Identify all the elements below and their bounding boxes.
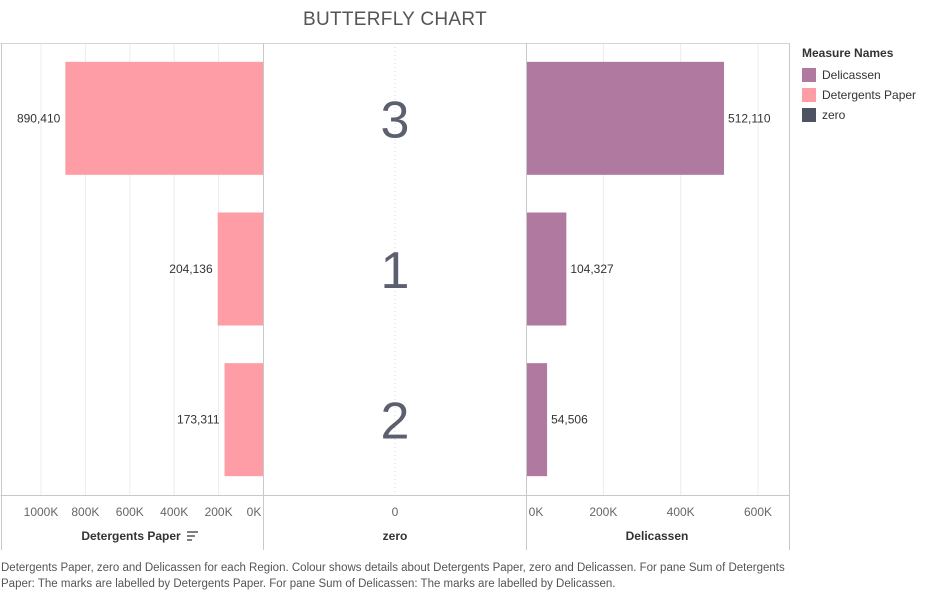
data-label-delicassen: 54,506 xyxy=(551,413,588,427)
bar-delicassen-3 xyxy=(526,61,725,175)
butterfly-chart: 890,410 512,110 3 204,136 104,327 1 173,311 54,… xyxy=(0,43,790,550)
tick-label-right: 600K xyxy=(744,505,772,519)
legend-title: Measure Names xyxy=(802,46,894,60)
data-label-detergents-paper: 204,136 xyxy=(169,262,213,276)
tick-label-left: 600K xyxy=(116,505,144,519)
tick-label-left: 800K xyxy=(71,505,99,519)
bar-delicassen-2 xyxy=(526,363,548,477)
tick-label-right: 200K xyxy=(589,505,617,519)
legend: Measure Names Delicassen Detergents Pape… xyxy=(802,46,941,125)
data-label-delicassen: 104,327 xyxy=(570,262,614,276)
axis-title-detergents-paper: Detergents Paper xyxy=(81,529,181,543)
legend-label-delicassen: Delicassen xyxy=(822,68,881,82)
legend-swatch-delicassen xyxy=(802,68,816,82)
chart-caption: Detergents Paper, zero and Delicassen fo… xyxy=(1,562,785,590)
tick-label-right: 400K xyxy=(667,505,695,519)
bar-layer xyxy=(65,61,725,477)
legend-label-detergents-paper: Detergents Paper xyxy=(822,88,917,102)
bar-delicassen-1 xyxy=(526,212,567,326)
tick-label-left: 1000K xyxy=(24,505,59,519)
region-label-3: 3 xyxy=(381,91,410,149)
text-layer: 890,410 512,110 3 204,136 104,327 1 173,311 54,… xyxy=(17,91,772,543)
legend-item-delicassen[interactable]: Delicassen xyxy=(802,65,941,85)
legend-item-detergents-paper[interactable]: Detergents Paper xyxy=(802,85,941,105)
tick-label-left: 200K xyxy=(205,505,233,519)
axis-title-delicassen: Delicassen xyxy=(626,529,689,543)
legend-swatch-zero xyxy=(802,108,816,122)
sort-icon[interactable] xyxy=(187,531,198,541)
region-label-2: 2 xyxy=(381,393,410,451)
chart-title: BUTTERFLY CHART xyxy=(303,9,487,30)
data-label-detergents-paper: 173,311 xyxy=(177,413,220,427)
legend-item-zero[interactable]: zero xyxy=(802,105,941,125)
tick-label-left: 400K xyxy=(160,505,188,519)
tick-label-right: 0K xyxy=(529,505,544,519)
bar-detergents-paper-2 xyxy=(224,363,263,477)
legend-label-zero: zero xyxy=(822,108,846,122)
data-label-detergents-paper: 890,410 xyxy=(17,111,61,125)
legend-swatch-detergents-paper xyxy=(802,88,816,102)
axis-title-zero: zero xyxy=(383,529,408,543)
bar-detergents-paper-3 xyxy=(65,61,263,175)
region-label-1: 1 xyxy=(381,242,410,300)
data-label-delicassen: 512,110 xyxy=(728,111,771,125)
bar-detergents-paper-1 xyxy=(217,212,263,326)
frame-layer xyxy=(0,43,790,550)
tick-label-left: 0K xyxy=(247,505,262,519)
tick-label-center: 0 xyxy=(392,505,399,519)
